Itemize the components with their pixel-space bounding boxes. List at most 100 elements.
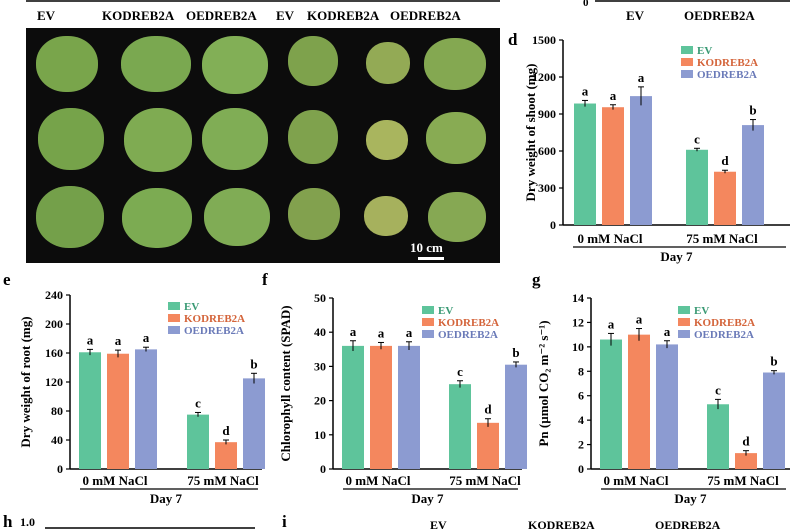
x-category-label: 75 mM NaCl (449, 473, 521, 488)
x-category-label: 75 mM NaCl (707, 473, 779, 488)
y-tick-label: 12 (572, 315, 584, 329)
significance-letter: a (636, 312, 643, 327)
plant-ev-5 (36, 186, 104, 248)
bar-kodreb2a (735, 453, 757, 469)
bar-ev (574, 103, 596, 225)
y-tick-label: 4 (578, 413, 584, 427)
legend-label: KODREB2A (184, 313, 245, 325)
legend-label: KODREB2A (697, 57, 758, 69)
bar-ev (187, 414, 209, 469)
scale-bar (418, 257, 444, 260)
y-tick-label: 20 (314, 394, 326, 408)
panel-label-i: i (282, 512, 287, 530)
x-category-label: 75 mM NaCl (686, 231, 758, 246)
top-label-ev-3: EV (626, 8, 645, 23)
y-tick-label: 600 (538, 144, 556, 158)
top-label-oedreb2a-1: OEDREB2A (186, 8, 257, 23)
plant-ev-3 (38, 108, 104, 170)
legend-swatch (678, 330, 690, 338)
top-label-kodreb2a-2: KODREB2A (307, 8, 380, 23)
bar-kodreb2a (370, 345, 392, 469)
plant-oe-4 (426, 112, 486, 164)
bar-oedreb2a (630, 96, 652, 225)
significance-letter: b (749, 103, 756, 118)
significance-letter: a (664, 324, 671, 339)
y-tick-label: 0 (57, 462, 63, 476)
y-tick-label: 10 (572, 340, 584, 354)
legend-label: KODREB2A (694, 317, 755, 329)
y-tick-label: 14 (572, 291, 584, 305)
x-axis-label: Day 7 (674, 491, 707, 506)
significance-letter: d (721, 153, 729, 168)
plant-ko-6 (364, 196, 408, 236)
bar-oedreb2a (243, 378, 265, 469)
top-label-ev-2: EV (276, 8, 295, 23)
legend-label: OEDREB2A (184, 325, 244, 337)
bar-oedreb2a (742, 125, 764, 225)
significance-letter: c (195, 395, 201, 410)
legend-swatch (422, 318, 434, 326)
x-category-label: 0 mM NaCl (604, 473, 669, 488)
significance-letter: b (512, 345, 519, 360)
bar-oedreb2a (763, 372, 785, 469)
legend-swatch (168, 314, 180, 322)
bar-kodreb2a (107, 353, 129, 469)
panel-label-h: h (3, 512, 13, 530)
y-tick-label: 300 (538, 181, 556, 195)
y-tick-label: 1200 (532, 70, 556, 84)
top-border-lines (26, 0, 790, 2)
plant-ev-6 (288, 188, 340, 240)
legend-swatch (681, 70, 693, 78)
panel-h-tick: 1.0 (20, 515, 35, 529)
scale-label: 10 cm (410, 240, 443, 255)
y-axis-label: Chlorophyll content (SPAD) (278, 305, 293, 461)
y-tick-label: 2 (578, 438, 584, 452)
significance-letter: a (610, 88, 617, 103)
y-tick-label: 8 (578, 364, 584, 378)
legend-swatch (681, 46, 693, 54)
panel-label-f: f (262, 270, 268, 289)
x-axis-label: Day 7 (150, 491, 183, 506)
y-axis-label: Dry weight of shoot (mg) (523, 64, 538, 202)
y-axis-label: Pn (µmol CO₂ m⁻² s⁻¹) (536, 320, 551, 446)
y-tick-label: 1500 (532, 33, 556, 47)
bar-kodreb2a (215, 442, 237, 469)
y-tick-label: 30 (314, 359, 326, 373)
significance-letter: b (770, 354, 777, 369)
legend-label: EV (694, 305, 709, 317)
bar-oedreb2a (398, 345, 420, 469)
legend-swatch (168, 326, 180, 334)
panel-i-label-ev: EV (430, 518, 447, 530)
plant-oe-6 (428, 192, 486, 242)
bar-kodreb2a (628, 334, 650, 469)
plant-oe-5 (204, 188, 270, 246)
significance-letter: a (143, 330, 150, 345)
y-tick-label: 0 (320, 462, 326, 476)
top-label-ev-1: EV (37, 8, 56, 23)
y-axis-label: Dry weight of root (mg) (18, 316, 33, 447)
plant-ev-1 (36, 36, 98, 92)
legend-label: OEDREB2A (694, 329, 754, 341)
bar-ev (707, 404, 729, 469)
bar-kodreb2a (602, 107, 624, 225)
y-tick-label: 10 (314, 428, 326, 442)
significance-letter: b (250, 356, 257, 371)
y-tick-label: 80 (51, 404, 63, 418)
significance-letter: a (582, 83, 589, 98)
x-category-label: 75 mM NaCl (187, 473, 259, 488)
x-axis-label: Day 7 (411, 491, 444, 506)
panel-label-e: e (3, 270, 11, 289)
bar-oedreb2a (135, 349, 157, 469)
significance-letter: a (87, 332, 94, 347)
legend-swatch (422, 306, 434, 314)
significance-letter: c (715, 382, 721, 397)
top-label-oedreb2a-2: OEDREB2A (390, 8, 461, 23)
significance-letter: d (222, 423, 230, 438)
y-tick-label: 160 (45, 346, 63, 360)
significance-letter: a (378, 325, 385, 340)
y-tick-label: 120 (45, 375, 63, 389)
significance-letter: a (638, 70, 645, 85)
panel-i-label-kodreb2a: KODREB2A (528, 518, 595, 530)
